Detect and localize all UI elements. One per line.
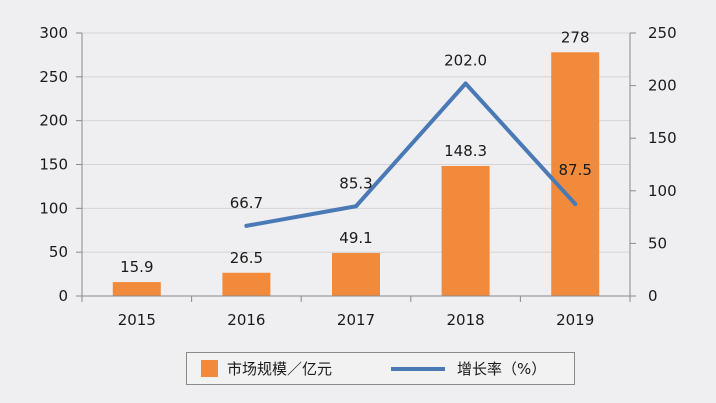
bar-data-label: 49.1 xyxy=(339,229,372,247)
bar xyxy=(441,165,490,296)
left-tick-label: 250 xyxy=(39,68,68,86)
x-tick-label: 2019 xyxy=(556,311,594,329)
line-data-label: 202.0 xyxy=(444,51,487,69)
right-tick-label: 250 xyxy=(648,24,677,42)
line-data-label: 66.7 xyxy=(230,194,263,212)
legend-swatch-line xyxy=(391,366,445,371)
left-tick-label: 300 xyxy=(39,24,68,42)
right-tick-label: 100 xyxy=(648,182,677,200)
data-labels: 15.9 26.5 49.1 148.3 278 66.7 85.3 202.0 87.5 xyxy=(120,28,592,276)
right-tick-label: 200 xyxy=(648,77,677,95)
legend-swatch-bar xyxy=(201,360,218,377)
legend: 市场规模／亿元 增长率（%） xyxy=(186,352,575,385)
bar-series xyxy=(112,52,600,296)
line-point xyxy=(573,201,578,206)
line-point xyxy=(354,204,358,209)
left-tick-label: 50 xyxy=(49,243,68,261)
line-point xyxy=(463,81,468,86)
right-axis-ticks: 0 50 100 150 200 250 xyxy=(630,24,677,305)
bar-data-label: 278 xyxy=(561,28,590,46)
right-tick-label: 50 xyxy=(648,234,667,252)
growth-line xyxy=(244,81,578,228)
left-tick-label: 200 xyxy=(39,112,68,130)
line-data-label: 85.3 xyxy=(339,174,372,192)
legend-item-bar: 市场规模／亿元 xyxy=(201,358,332,379)
line-series xyxy=(244,81,578,228)
x-axis-ticks: 2015 2016 2017 2018 2019 xyxy=(81,296,631,329)
legend-label-line: 增长率（%） xyxy=(457,360,547,378)
line-data-label: 87.5 xyxy=(558,161,591,179)
line-point xyxy=(244,223,249,228)
legend-label-bar: 市场规模／亿元 xyxy=(227,360,333,378)
bar xyxy=(112,282,161,296)
x-tick-label: 2018 xyxy=(447,311,485,329)
right-tick-label: 150 xyxy=(648,129,677,147)
bar-data-label: 15.9 xyxy=(120,258,153,276)
x-tick-label: 2016 xyxy=(227,311,265,329)
bar xyxy=(551,52,600,296)
bar-data-label: 26.5 xyxy=(230,249,263,267)
bar xyxy=(332,252,380,296)
gridlines xyxy=(82,32,630,253)
right-tick-label: 0 xyxy=(648,287,658,305)
x-tick-label: 2017 xyxy=(337,311,375,329)
left-tick-label: 100 xyxy=(39,199,68,217)
left-axis-ticks: 0 50 100 150 200 250 300 xyxy=(39,24,82,305)
bar xyxy=(222,272,271,296)
legend-item-line: 增长率（%） xyxy=(391,358,546,379)
left-tick-label: 0 xyxy=(58,287,68,305)
bar-data-label: 148.3 xyxy=(444,142,487,160)
x-tick-label: 2015 xyxy=(118,311,156,329)
left-tick-label: 150 xyxy=(39,156,68,174)
